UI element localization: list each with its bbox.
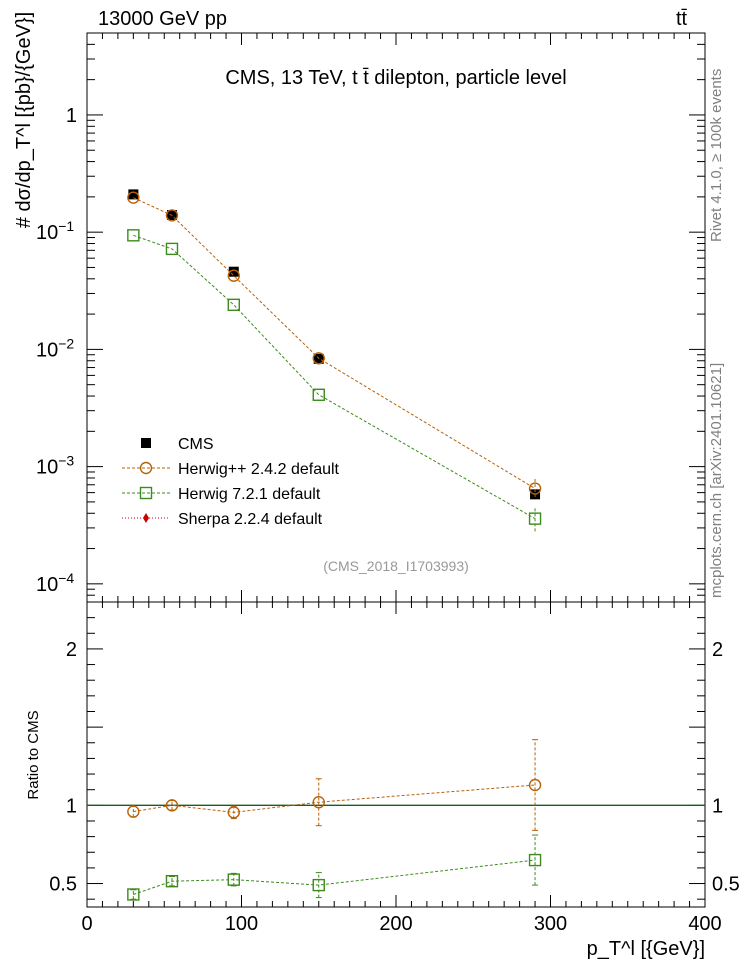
data-point-cms [313,353,324,364]
ratio-tick-label-right: 2 [712,639,723,661]
ratio-point-herwig-7-2-1-default [528,853,542,867]
ratio-line-herwig-2-4-2-default [133,784,536,813]
x-tick-label: 0 [81,913,92,935]
data-point-herwig-7-2-1-default [227,298,240,312]
energy-label: 13000 GeV pp [98,8,227,30]
x-tick-label: 100 [225,913,258,935]
analysis-label: (CMS_2018_I1703993) [323,558,469,574]
ratio-point-herwig-2-4-2-default [528,778,542,792]
data-point-herwig-7-2-1-default [312,388,325,401]
data-point-herwig-2-4-2-default [165,209,179,222]
y-tick-label: 10−2 [36,335,74,361]
ratio-point-herwig-7-2-1-default [165,874,179,888]
ratio-tick-label-right: 0.5 [712,874,740,896]
ratio-tick-label-right: 1 [712,795,723,817]
ratio-point-herwig-7-2-1-default [312,878,325,892]
legend-marker-cms [141,438,151,448]
ratio-axis-label: Ratio to CMS [25,710,42,799]
data-point-cms [128,189,139,200]
ratio-point-herwig-7-2-1-default [127,888,140,901]
y-tick-label: 10−3 [36,453,74,479]
process-label: tt̄ [676,8,688,30]
series-line-herwig-2-4-2-default [133,197,536,489]
ratio-panel-frame [86,601,706,908]
legend-marker-herwig-7-2-1-default [139,486,153,500]
data-point-herwig-2-4-2-default [312,352,325,365]
ratio-point-herwig-2-4-2-default [127,805,140,818]
data-point-herwig-7-2-1-default [127,229,140,242]
legend-marker-herwig-2-4-2-default [139,461,153,475]
legend-label-herwig-2-4-2-default: Herwig++ 2.4.2 default [178,461,340,478]
legend-label-herwig-7-2-1-default: Herwig 7.2.1 default [178,486,321,503]
data-point-herwig-7-2-1-default [165,242,179,256]
data-point-herwig-2-4-2-default [227,269,240,282]
ratio-tick-label-left: 2 [66,639,77,661]
legend-marker-sherpa-2-2-4-default [143,513,149,523]
ratio-line-herwig-7-2-1-default [133,859,536,895]
legend-label-cms: CMS [178,436,214,453]
ratio-point-herwig-2-4-2-default [227,806,240,819]
y-tick-label: 1 [66,105,77,127]
ratio-tick-label-left: 1 [66,795,77,817]
y-tick-label: 10−1 [36,218,74,244]
legend-label-sherpa-2-2-4-default: Sherpa 2.2.4 default [178,511,323,528]
ratio-point-herwig-2-4-2-default [312,796,325,809]
y-tick-label: 10−4 [36,570,74,596]
x-tick-label: 300 [534,913,567,935]
series-line-herwig-7-2-1-default [133,234,536,520]
ratio-point-herwig-7-2-1-default [227,873,240,886]
data-point-herwig-2-4-2-default [127,191,140,204]
data-point-herwig-2-4-2-default [528,482,542,495]
ratio-point-herwig-2-4-2-default [165,799,179,812]
x-tick-label: 400 [688,913,721,935]
x-tick-label: 200 [379,913,412,935]
x-axis-label: p_T^l [{GeV}] [587,938,705,960]
data-point-cms [228,266,239,277]
chart-title: CMS, 13 TeV, t t̄ dilepton, particle lev… [225,67,566,89]
y-axis-label: # dσ/dp_T^l [{pb}/{GeV}] [13,12,35,228]
ratio-tick-label-left: 0.5 [49,874,77,896]
